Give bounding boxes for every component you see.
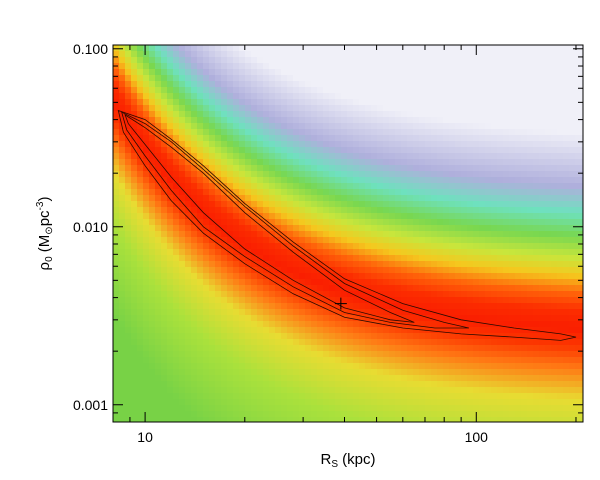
confidence-contours xyxy=(117,109,577,341)
heatmap-image xyxy=(113,45,584,423)
x-axis-label: RS (kpc) xyxy=(320,451,375,470)
y-tick-label: 0.001 xyxy=(73,397,108,413)
contour-middle xyxy=(121,111,469,329)
contour-outer xyxy=(117,109,577,341)
y-axis-label: ρ0 (M⊙pc-3) xyxy=(35,197,55,271)
best-fit-marker xyxy=(334,297,347,310)
y-tick-label: 0.010 xyxy=(73,219,108,235)
contour-inner xyxy=(124,113,415,323)
axis-ticks: 10 100 0.001 0.010 0.100 xyxy=(73,41,583,445)
x-tick-label: 10 xyxy=(137,429,153,445)
y-tick-label: 0.100 xyxy=(73,41,108,57)
plot-frame xyxy=(112,44,584,423)
x-tick-label: 100 xyxy=(465,429,489,445)
